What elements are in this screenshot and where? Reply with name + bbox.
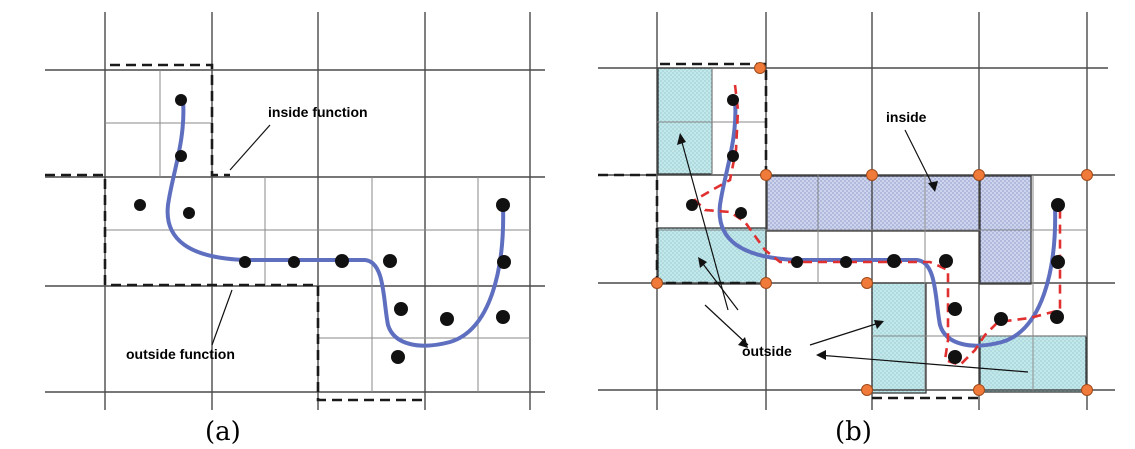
corner-node — [861, 277, 873, 289]
panel-a: inside function outside function (a) — [45, 12, 545, 447]
data-point — [175, 150, 187, 162]
corner-node — [1081, 169, 1093, 181]
outside-arrows — [679, 134, 1029, 373]
data-point — [391, 350, 405, 364]
panel-b-boundary — [598, 62, 979, 400]
corner-node — [651, 277, 663, 289]
data-point — [1050, 310, 1064, 324]
data-point — [440, 312, 454, 326]
data-point — [791, 256, 803, 268]
panel-b-points — [686, 94, 1065, 364]
data-point — [939, 254, 953, 268]
panel-a-boundary — [45, 63, 425, 402]
data-point — [948, 302, 962, 316]
data-point — [840, 256, 852, 268]
corner-node — [973, 169, 985, 181]
panel-b: inside outside (b) — [598, 12, 1115, 447]
data-point — [175, 94, 187, 106]
data-point — [497, 255, 511, 269]
outside-function-label: outside function — [126, 346, 235, 362]
outside-arrowheads — [677, 133, 884, 360]
data-point — [994, 312, 1008, 326]
corner-node — [866, 169, 878, 181]
data-point — [735, 207, 747, 219]
panel-a-curve — [165, 98, 506, 348]
data-point — [394, 302, 408, 316]
inside-function-arrow — [229, 124, 271, 171]
data-point — [496, 198, 510, 212]
data-point — [948, 350, 962, 364]
corner-node — [754, 62, 766, 74]
data-point — [727, 150, 739, 162]
panel-b-fine-grid — [657, 68, 1087, 390]
panel-b-curve — [717, 98, 1058, 348]
data-point — [686, 199, 698, 211]
inside-arrowhead — [928, 181, 938, 192]
inside-function-label: inside function — [268, 104, 368, 120]
panel-a-points — [134, 94, 511, 364]
panel-a-coarse-grid — [45, 12, 545, 410]
data-point — [183, 207, 195, 219]
corner-node — [861, 384, 873, 396]
outside-function-arrow — [211, 289, 233, 346]
data-point — [1051, 198, 1065, 212]
inside-arrow — [904, 129, 936, 191]
corner-node — [760, 169, 772, 181]
panel-a-fine-grid — [105, 70, 530, 392]
panel-b-red-boundary — [692, 84, 1062, 367]
caption-a: (a) — [205, 417, 241, 447]
data-point — [134, 199, 146, 211]
panel-b-corner-nodes — [651, 62, 1093, 396]
data-point — [496, 310, 510, 324]
data-point — [383, 254, 397, 268]
corner-node — [973, 384, 985, 396]
caption-b: (b) — [835, 417, 872, 447]
data-point — [335, 254, 349, 268]
panel-b-outside-regions — [657, 67, 1087, 394]
data-point — [727, 94, 739, 106]
corner-node — [760, 277, 772, 289]
data-point — [239, 256, 251, 268]
corner-node — [1081, 384, 1093, 396]
data-point — [887, 254, 901, 268]
inside-label: inside — [886, 109, 927, 125]
outside-label: outside — [742, 343, 792, 359]
data-point — [1051, 255, 1065, 269]
data-point — [288, 256, 300, 268]
